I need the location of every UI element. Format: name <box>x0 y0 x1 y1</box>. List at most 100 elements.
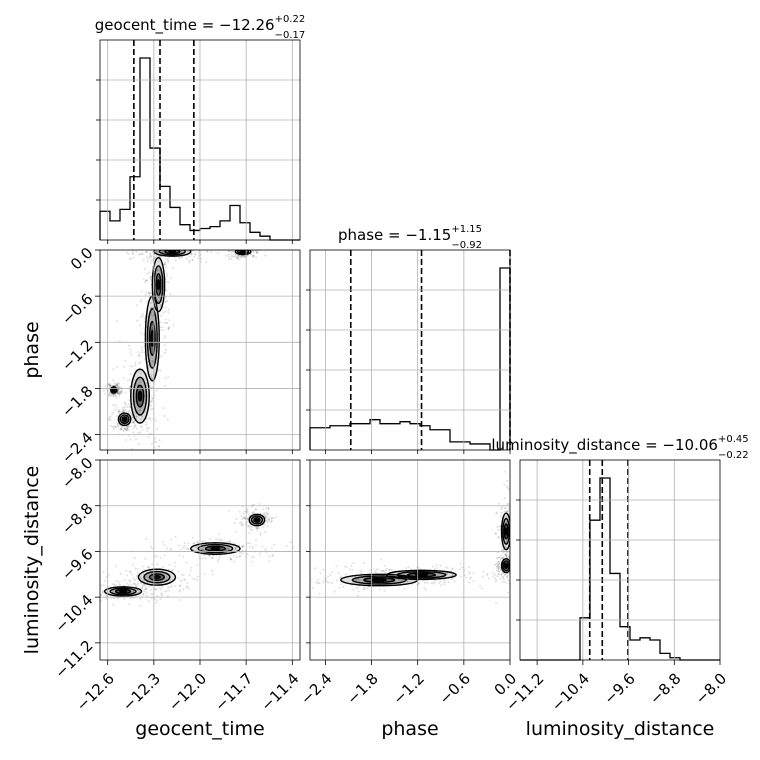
sample-point <box>167 243 169 245</box>
sample-point <box>512 555 514 557</box>
sample-point <box>135 492 137 494</box>
sample-point <box>256 526 259 529</box>
sample-point <box>172 248 174 250</box>
sample-point <box>117 410 120 413</box>
sample-point <box>141 584 144 587</box>
sample-point <box>156 247 158 249</box>
sample-point <box>163 544 166 547</box>
sample-point <box>514 563 516 565</box>
sample-point <box>167 587 169 589</box>
sample-point <box>224 245 226 247</box>
sample-point <box>143 583 146 586</box>
sample-point <box>125 427 128 430</box>
sample-point <box>499 525 502 528</box>
sample-point <box>161 585 163 588</box>
sample-point <box>194 246 196 248</box>
sample-point <box>240 243 242 245</box>
sample-point <box>255 251 258 254</box>
sample-point <box>502 556 505 559</box>
sample-point <box>251 512 254 515</box>
sample-point <box>253 511 256 513</box>
sample-point <box>145 537 148 540</box>
sample-point <box>506 575 509 578</box>
sample-point <box>500 507 503 510</box>
sample-point <box>110 597 113 600</box>
sample-point <box>375 571 378 574</box>
sample-point <box>246 245 248 247</box>
sample-point <box>118 390 121 393</box>
sample-point <box>132 590 135 593</box>
sample-point <box>246 517 249 520</box>
sample-point <box>140 418 143 421</box>
sample-point <box>109 415 112 418</box>
sample-point <box>241 544 244 547</box>
sample-point <box>461 566 464 569</box>
sample-point <box>497 563 500 566</box>
sample-point <box>156 563 159 566</box>
sample-point <box>145 279 148 282</box>
sample-point <box>170 586 173 589</box>
sample-point <box>133 422 136 425</box>
sample-point <box>357 578 360 581</box>
title-phase: phase = −1.15+1.15 <box>338 224 482 244</box>
sample-point <box>139 597 142 600</box>
sample-point <box>114 409 116 412</box>
sample-point <box>237 255 240 258</box>
y-tick-label-phase: 0.0 <box>67 244 97 274</box>
contour-line <box>500 512 510 551</box>
sample-point <box>181 245 183 247</box>
sample-point <box>160 592 163 595</box>
sample-point <box>197 251 200 254</box>
contour-line <box>254 518 260 522</box>
sample-point <box>246 510 249 513</box>
sample-point <box>150 442 153 445</box>
sample-point <box>117 385 120 388</box>
sample-point <box>510 535 512 537</box>
sample-point <box>505 515 508 518</box>
sample-point <box>153 555 156 558</box>
sample-point <box>231 241 233 243</box>
sample-point <box>116 365 119 368</box>
sample-point <box>511 562 513 564</box>
sample-point <box>498 563 501 566</box>
sample-point <box>511 543 513 545</box>
y-tick-label-luminosity_distance: −11.2 <box>51 637 96 682</box>
sample-point <box>103 580 106 582</box>
sample-point <box>116 391 119 394</box>
sample-point <box>194 253 197 256</box>
sample-point <box>468 571 471 573</box>
sample-point <box>159 556 162 559</box>
sample-point <box>168 326 171 328</box>
sample-point <box>262 526 265 529</box>
sample-point <box>100 599 102 602</box>
sample-point <box>208 555 211 558</box>
sample-point <box>149 545 152 548</box>
sample-point <box>510 533 512 535</box>
sample-point <box>235 245 237 247</box>
sample-point <box>131 252 134 255</box>
contour-line <box>110 386 118 394</box>
x-tick-label-geocent_time: −12.6 <box>73 670 118 715</box>
sample-point <box>245 246 247 248</box>
sample-point <box>145 423 147 426</box>
sample-point <box>119 391 122 393</box>
sample-point <box>230 250 233 252</box>
sample-point <box>363 586 366 589</box>
sample-point <box>506 510 509 513</box>
x-tick-label-geocent_time: −12.0 <box>165 670 210 715</box>
sample-point <box>130 425 132 428</box>
sample-point <box>108 384 111 387</box>
sample-point <box>165 231 167 233</box>
sample-point <box>155 247 157 249</box>
sample-point <box>218 245 220 247</box>
sample-point <box>151 360 154 363</box>
sample-point <box>150 452 152 454</box>
sample-point <box>503 573 506 576</box>
contour-line <box>250 515 264 525</box>
sample-point <box>265 507 268 510</box>
sample-point <box>496 565 499 568</box>
sample-point <box>161 576 163 579</box>
contour-line <box>135 384 145 408</box>
sample-point <box>267 508 270 511</box>
sample-point <box>142 579 145 582</box>
